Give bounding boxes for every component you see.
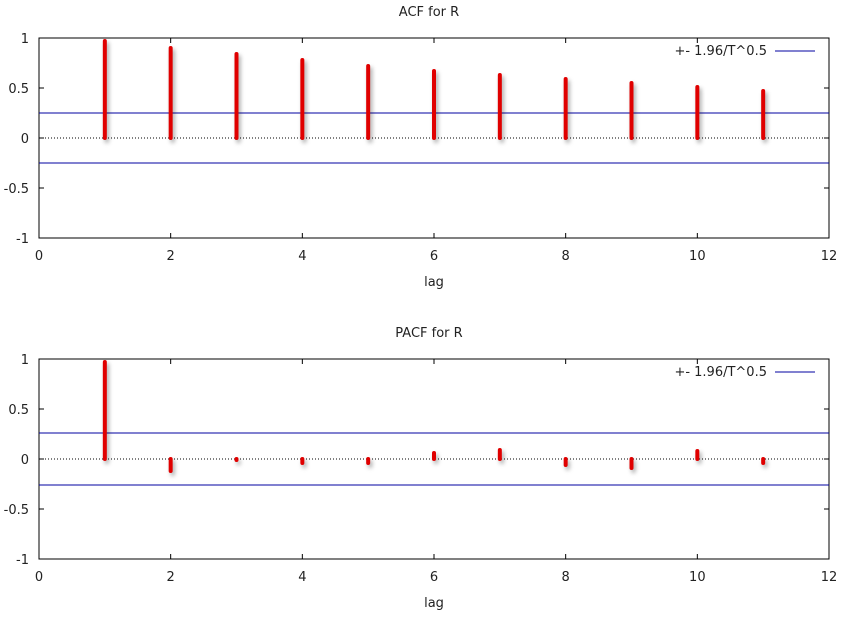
- pacf-x-tick-label: 6: [430, 570, 438, 585]
- pacf-x-tick-label: 4: [298, 570, 306, 585]
- pacf-legend-label: +- 1.96/T^0.5: [674, 365, 767, 380]
- acf-x-tick-label: 2: [167, 249, 175, 264]
- acf-y-tick-label: -0.5: [4, 182, 29, 197]
- pacf-y-tick-label: 0.5: [8, 403, 29, 418]
- acf-x-tick-label: 8: [562, 249, 570, 264]
- pacf-y-tick-label: -0.5: [4, 503, 29, 518]
- pacf-legend: +- 1.96/T^0.5: [674, 365, 815, 380]
- pacf-y-tick-label: 0: [21, 453, 29, 468]
- pacf-x-axis-label: lag: [424, 596, 444, 611]
- acf-y-tick-label: 0.5: [8, 82, 29, 97]
- pacf-x-tick-label: 12: [821, 570, 838, 585]
- acf-legend-label: +- 1.96/T^0.5: [674, 44, 767, 59]
- pacf-x-tick-label: 8: [562, 570, 570, 585]
- acf-x-axis-label: lag: [424, 275, 444, 290]
- pacf-title: PACF for R: [395, 326, 462, 341]
- acf-x-tick-label: 6: [430, 249, 438, 264]
- acf-legend: +- 1.96/T^0.5: [674, 44, 815, 59]
- pacf-x-tick-label: 0: [35, 570, 43, 585]
- acf-x-tick-label: 0: [35, 249, 43, 264]
- acf-y-tick-label: 1: [21, 32, 29, 47]
- acf-x-tick-label: 10: [689, 249, 706, 264]
- acf-panel: ACF for R 0 2 4 6 8 10 12 1 0.5 0 -0.5 -1 +- 1.96/T^0…: [4, 5, 838, 290]
- pacf-panel: PACF for R 0 2 4 6 8 10 12 1 0.5 0 -0.5 -1 +- 1.96/T^…: [4, 326, 838, 611]
- acf-y-tick-label: -1: [16, 232, 29, 247]
- acf-y-tick-label: 0: [21, 132, 29, 147]
- acf-x-tick-label: 4: [298, 249, 306, 264]
- pacf-y-tick-label: -1: [16, 553, 29, 568]
- pacf-x-tick-label: 10: [689, 570, 706, 585]
- acf-title: ACF for R: [399, 5, 459, 20]
- pacf-x-tick-label: 2: [167, 570, 175, 585]
- pacf-y-tick-label: 1: [21, 353, 29, 368]
- acf-x-tick-label: 12: [821, 249, 838, 264]
